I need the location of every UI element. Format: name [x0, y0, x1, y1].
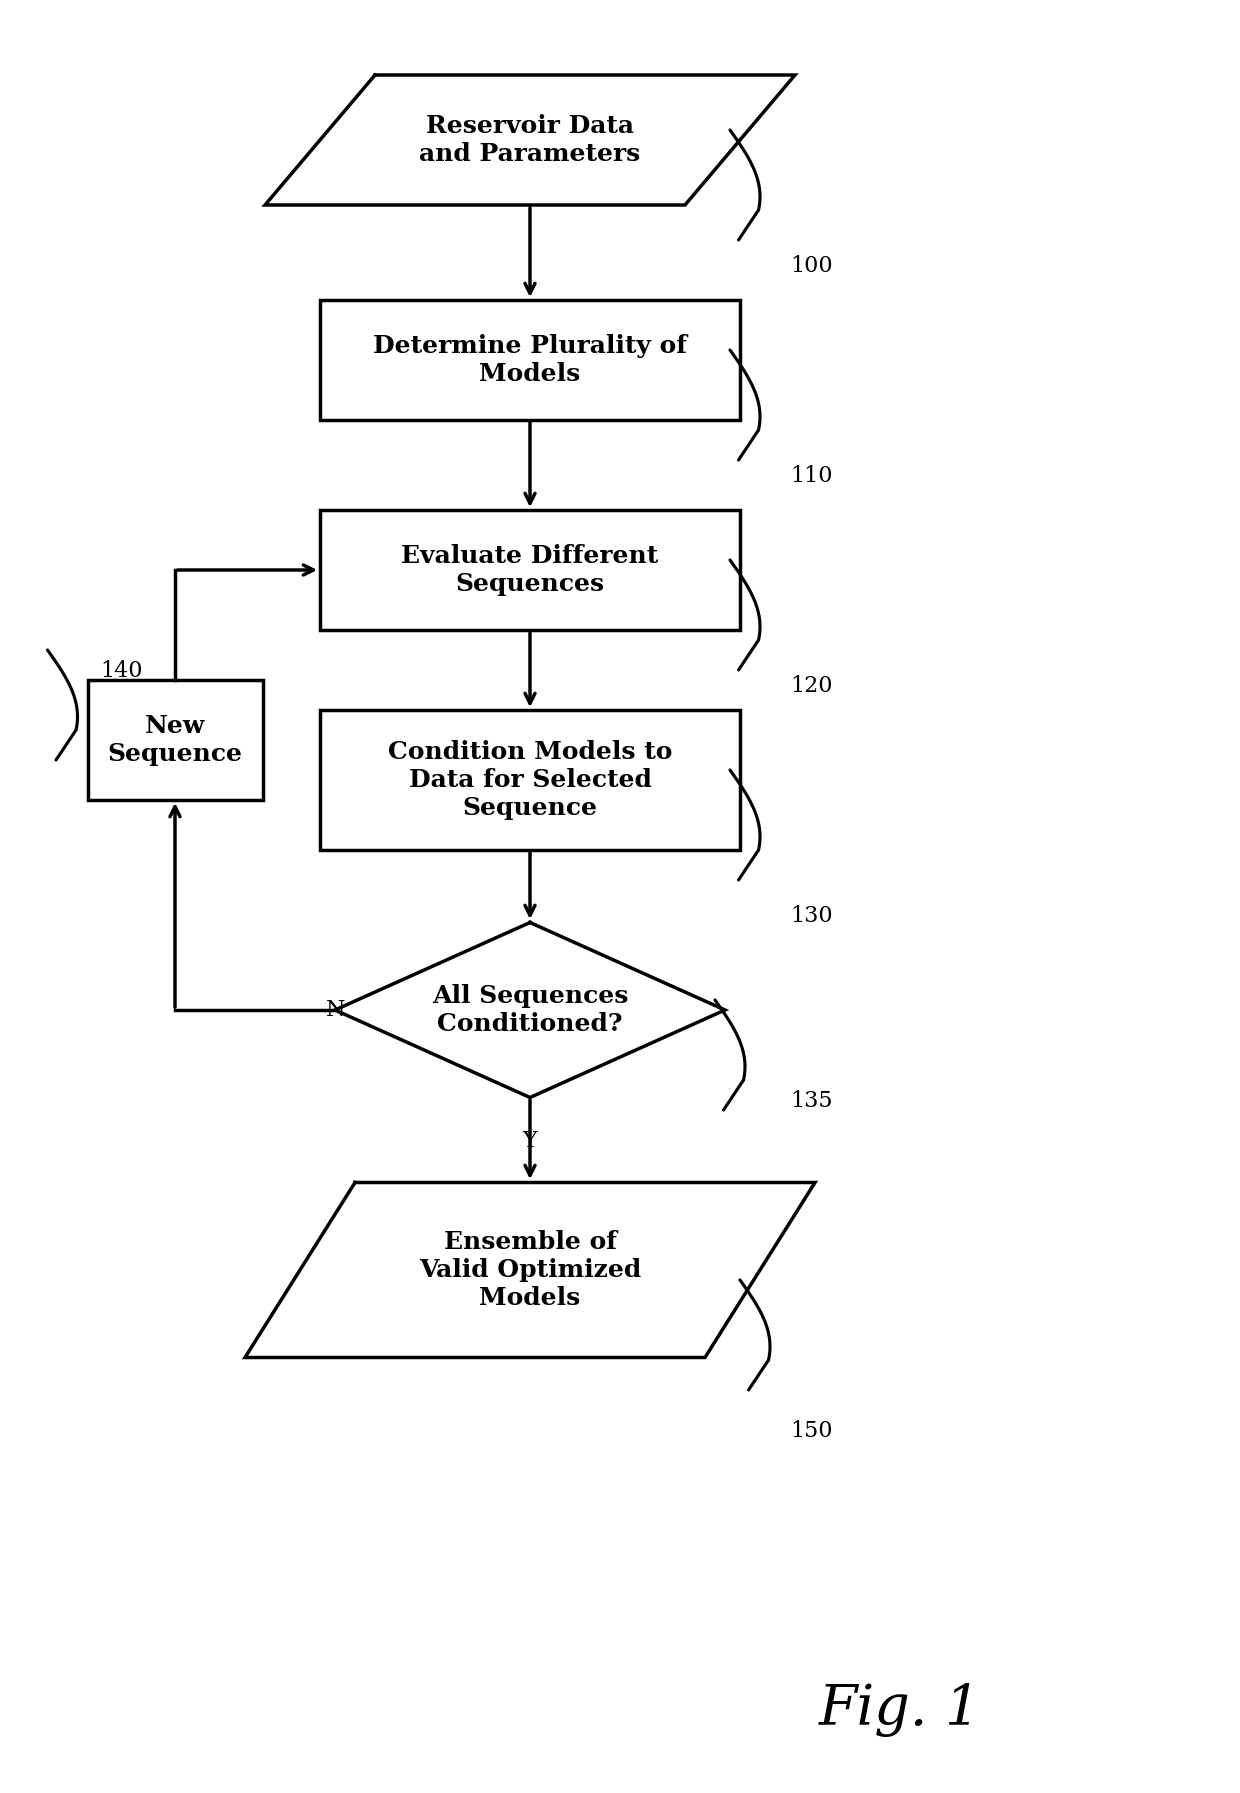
Bar [320, 299, 740, 420]
Text: Ensemble of
Valid Optimized
Models: Ensemble of Valid Optimized Models [419, 1230, 641, 1311]
Text: Y: Y [522, 1130, 537, 1151]
Text: 135: 135 [790, 1090, 832, 1112]
Text: Determine Plurality of
Models: Determine Plurality of Models [373, 333, 687, 385]
Text: 100: 100 [790, 255, 832, 276]
Text: 140: 140 [100, 660, 143, 681]
Text: 110: 110 [790, 464, 832, 488]
Text: N: N [325, 999, 345, 1020]
Text: Reservoir Data
and Parameters: Reservoir Data and Parameters [419, 115, 641, 167]
Text: 120: 120 [790, 674, 832, 697]
Text: Evaluate Different
Sequences: Evaluate Different Sequences [402, 543, 658, 595]
Bar [320, 710, 740, 850]
Text: 130: 130 [790, 905, 832, 927]
Text: Fig. 1: Fig. 1 [818, 1682, 981, 1737]
Text: 150: 150 [790, 1420, 832, 1442]
Text: All Sequences
Conditioned?: All Sequences Conditioned? [432, 984, 629, 1036]
Bar [320, 509, 740, 629]
Bar [88, 680, 263, 800]
Text: New
Sequence: New Sequence [108, 714, 243, 766]
Text: Condition Models to
Data for Selected
Sequence: Condition Models to Data for Selected Se… [388, 741, 672, 819]
